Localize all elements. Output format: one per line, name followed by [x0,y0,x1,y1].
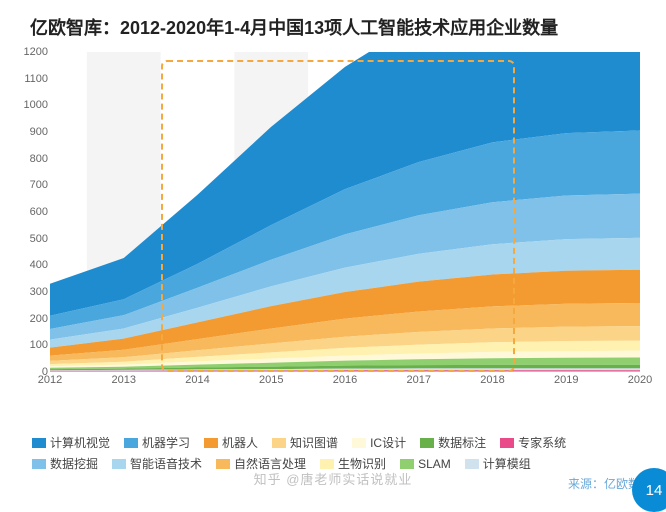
legend-swatch [320,459,334,469]
legend-item: IC设计 [352,434,406,451]
y-tick: 600 [30,206,48,218]
legend-label: IC设计 [370,434,406,451]
x-tick: 2017 [407,374,431,386]
legend-swatch [272,438,286,448]
legend-swatch [32,459,46,469]
legend-swatch [400,459,414,469]
x-tick: 2020 [628,374,652,386]
legend-label: 计算模组 [483,455,531,472]
plot-area [50,52,640,372]
legend-item: 计算模组 [465,455,531,472]
legend-swatch [352,438,366,448]
y-tick: 800 [30,153,48,165]
legend-item: 计算机视觉 [32,434,110,451]
legend-label: SLAM [418,457,451,471]
legend-label: 机器人 [222,434,258,451]
y-tick: 400 [30,259,48,271]
y-tick: 900 [30,126,48,138]
watermark: 知乎 @唐老师实话说就业 [254,469,413,488]
y-axis: 0100200300400500600700800900100011001200 [20,52,50,372]
legend-swatch [124,438,138,448]
legend-swatch [500,438,514,448]
x-tick: 2014 [185,374,209,386]
x-tick: 2015 [259,374,283,386]
legend-item: 智能语音技术 [112,455,202,472]
legend-swatch [420,438,434,448]
y-tick: 1000 [24,99,48,111]
legend-label: 计算机视觉 [50,434,110,451]
x-tick: 2012 [38,374,62,386]
legend-item: 数据挖掘 [32,455,98,472]
legend-item: 专家系统 [500,434,566,451]
x-tick: 2013 [112,374,136,386]
legend-item: 机器人 [204,434,258,451]
chart: 0100200300400500600700800900100011001200… [20,52,640,402]
x-tick: 2018 [480,374,504,386]
legend-label: 专家系统 [518,434,566,451]
legend-label: 智能语音技术 [130,455,202,472]
legend-item: 数据标注 [420,434,486,451]
legend-swatch [216,459,230,469]
legend-swatch [112,459,126,469]
x-tick: 2016 [333,374,357,386]
y-tick: 1200 [24,46,48,58]
y-tick: 100 [30,339,48,351]
y-tick: 1100 [24,73,48,85]
legend-label: 知识图谱 [290,434,338,451]
y-tick: 700 [30,179,48,191]
x-axis: 201220132014201520162017201820192020 [50,374,640,394]
y-tick: 500 [30,233,48,245]
legend-item: 知识图谱 [272,434,338,451]
legend-label: 机器学习 [142,434,190,451]
legend-label: 数据挖掘 [50,455,98,472]
chart-title: 亿欧智库：2012-2020年1-4月中国13项人工智能技术应用企业数量 [0,0,666,44]
y-tick: 200 [30,313,48,325]
legend-swatch [32,438,46,448]
y-tick: 300 [30,286,48,298]
legend-swatch [465,459,479,469]
page-badge: 14 [632,468,666,512]
x-tick: 2019 [554,374,578,386]
legend-item: 机器学习 [124,434,190,451]
legend-label: 数据标注 [438,434,486,451]
legend: 计算机视觉机器学习机器人知识图谱IC设计数据标注专家系统数据挖掘智能语音技术自然… [32,434,642,472]
legend-swatch [204,438,218,448]
